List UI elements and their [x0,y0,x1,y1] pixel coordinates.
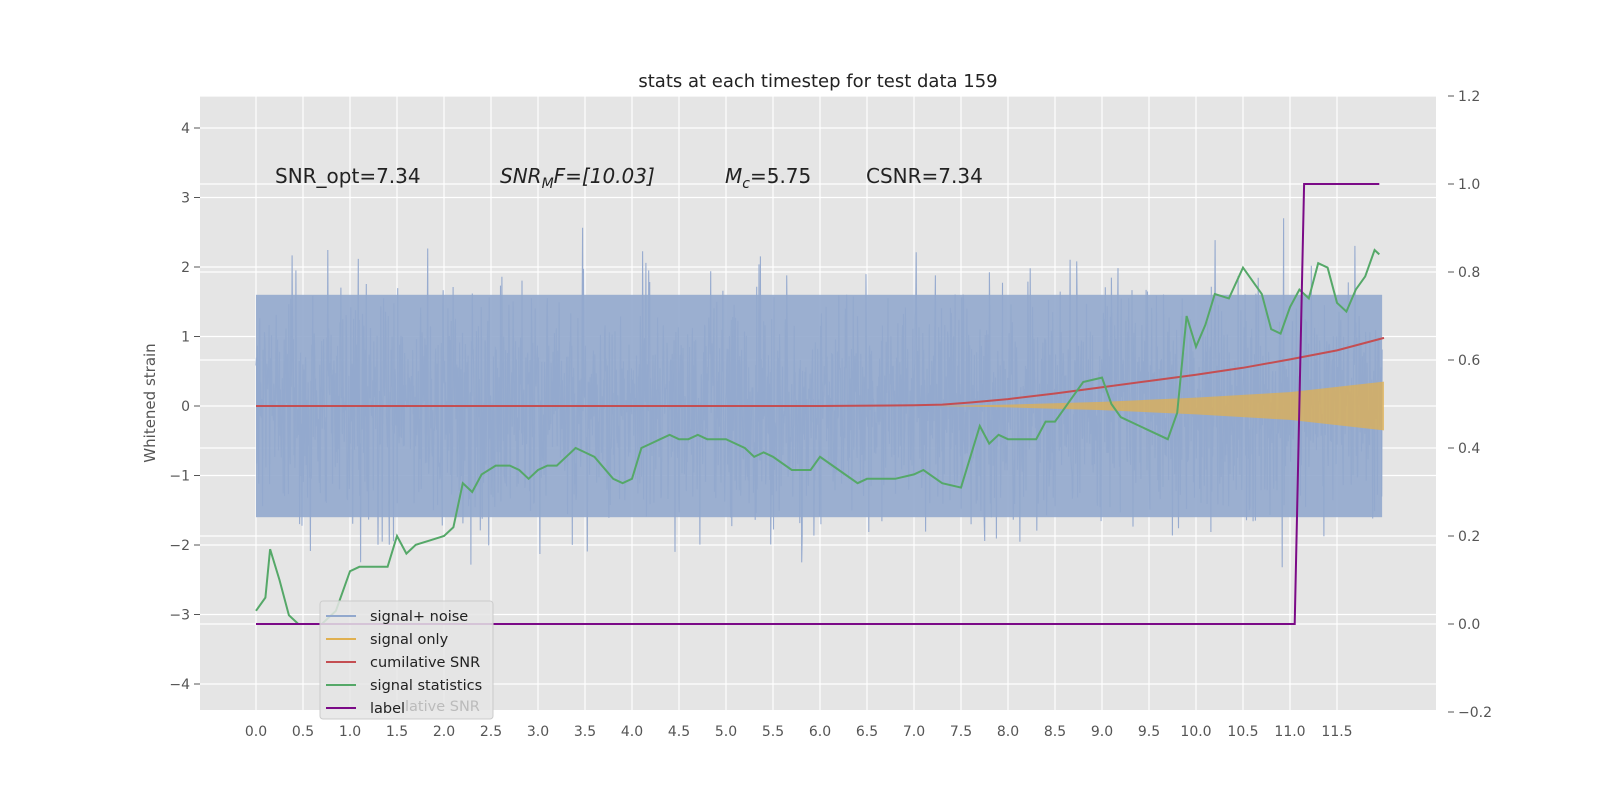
signal-only-envelope [932,381,1384,431]
y-tick-label: 4 [181,121,190,137]
y-tick-label: 2 [181,260,190,276]
x-tick-label: 5.0 [715,724,737,740]
y-axis-label: Whitened strain [141,343,159,462]
x-tick-label: 2.5 [480,724,502,740]
right-y-tick-label: 1.2 [1458,89,1480,105]
x-tick-label: 0.5 [292,724,314,740]
x-tick-label: 11.0 [1274,724,1305,740]
x-tick-label: 7.5 [950,724,972,740]
x-tick-label: 2.0 [433,724,455,740]
y-tick-label: 1 [181,330,190,346]
x-tick-label: 4.0 [621,724,643,740]
x-tick-label: 4.5 [668,724,690,740]
snr-mf-rest: F=[10.03] [554,164,655,188]
cumulative-snr-line [256,336,1385,407]
csnr-annotation: CSNR=7.34 [866,164,983,188]
snr-opt-annotation: SNR_opt=7.34 [275,164,421,188]
x-tick-label: 0.0 [245,724,267,740]
legend-label: label [370,701,405,717]
right-y-tick-label: 0.2 [1458,529,1480,545]
right-y-tick-label: 0.8 [1458,265,1480,281]
legend-label: cumilative SNR [370,655,480,671]
y-tick-label: −4 [169,677,190,693]
y-tick-label: −3 [169,608,190,624]
x-tick-label: 7.0 [903,724,925,740]
x-tick-label: 6.5 [856,724,878,740]
x-tick-label: 1.0 [339,724,361,740]
legend: lative SNR signal+ noise signal only cumil… [319,600,494,720]
y-tick-label: 0 [181,399,190,415]
right-y-tick-label: 1.0 [1458,177,1480,193]
x-axis-ticks: 0.0 0.5 1.0 1.5 2.0 2.5 3.0 3.5 4.0 4.5 5.0 5.5 6.0 6… [245,724,1353,740]
mc-annotation: Mc=5.75 [725,164,811,192]
legend-items: signal+ noise signal only cumilative SNR si… [326,609,482,717]
legend-box [319,600,494,720]
x-tick-label: 10.0 [1180,724,1211,740]
mc-base: M [725,164,742,188]
x-tick-label: 8.0 [997,724,1019,740]
x-tick-label: 10.5 [1227,724,1258,740]
snr-mf-annotation: SNRMF=[10.03] [500,164,655,192]
x-tick-label: 9.0 [1091,724,1113,740]
x-tick-label: 9.5 [1138,724,1160,740]
y-tick-label: 3 [181,191,190,207]
chart-title: stats at each timestep for test data 159 [638,71,997,92]
x-tick-label: 1.5 [386,724,408,740]
series-layer [255,183,1385,625]
right-y-tick-label: −0.2 [1458,705,1492,721]
mc-sub: c [742,176,750,192]
legend-label: signal only [370,632,449,648]
snr-mf-sub: M [542,176,554,192]
right-y-tick-label: 0.0 [1458,617,1480,633]
x-tick-label: 3.0 [527,724,549,740]
right-y-tick-label: 0.6 [1458,353,1480,369]
mc-rest: =5.75 [750,164,811,188]
signal-statistics-line [255,248,1380,625]
label-line [256,183,1380,625]
right-y-tick-label: 0.4 [1458,441,1480,457]
x-tick-label: 6.0 [809,724,831,740]
x-tick-label: 8.5 [1044,724,1066,740]
y-tick-label: −2 [169,538,190,554]
x-tick-label: 11.5 [1321,724,1352,740]
y-axis-ticks: 4 3 2 1 0 −1 −2 −3 −4 [169,121,200,693]
x-tick-label: 3.5 [574,724,596,740]
legend-label: signal statistics [370,678,482,694]
legend-overlap-text: lative SNR [405,699,480,715]
x-tick-label: 5.5 [762,724,784,740]
y-tick-label: −1 [169,469,190,485]
snr-mf-base: SNR [500,164,542,188]
right-y-axis-ticks: 1.2 1.0 0.8 0.6 0.4 0.2 0.0 −0.2 [1448,89,1492,721]
legend-label: signal+ noise [370,609,468,625]
